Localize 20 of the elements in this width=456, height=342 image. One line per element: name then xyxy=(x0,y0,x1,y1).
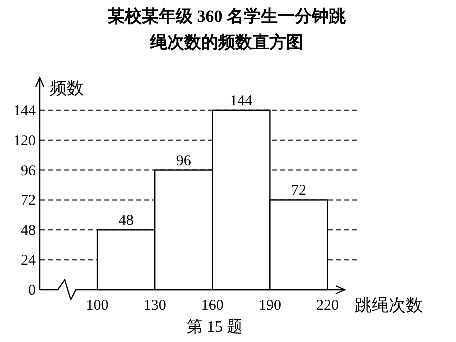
x-tick-label: 160 xyxy=(201,298,224,314)
y-tick-label: 0 xyxy=(28,283,36,299)
y-tick-label: 96 xyxy=(21,163,36,180)
data-label: 72 xyxy=(291,183,306,200)
ylabel: 频数 xyxy=(50,79,84,98)
y-tick-label: 120 xyxy=(14,133,36,150)
xlabel: 跳绳次数 xyxy=(355,296,423,315)
y-tick-label: 144 xyxy=(14,103,36,120)
title: 某校某年级 360 名学生一分钟跳绳次数的频数直方图 xyxy=(108,6,346,54)
data-label: 48 xyxy=(118,213,134,230)
x-tick-label: 130 xyxy=(144,298,166,314)
y-tick-label: 24 xyxy=(21,253,36,270)
x-tick-label: 220 xyxy=(316,298,339,314)
annotation: 第 15 题 xyxy=(187,319,243,336)
data-label: 144 xyxy=(230,93,254,110)
y-tick-label: 48 xyxy=(21,223,36,240)
x-tick-label: 100 xyxy=(86,298,109,314)
data-label: 96 xyxy=(176,153,192,170)
y-tick-label: 72 xyxy=(21,193,36,210)
x-tick-label: 190 xyxy=(258,298,282,314)
